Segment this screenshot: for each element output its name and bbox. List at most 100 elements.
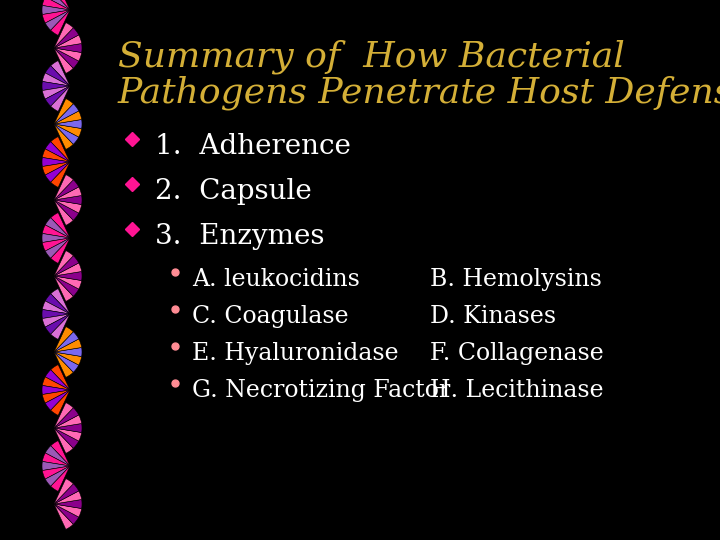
Wedge shape: [50, 213, 70, 238]
Wedge shape: [54, 104, 78, 124]
Text: 3.  Enzymes: 3. Enzymes: [155, 223, 325, 250]
Wedge shape: [54, 339, 81, 352]
Wedge shape: [45, 10, 70, 30]
Wedge shape: [54, 272, 82, 280]
Wedge shape: [42, 158, 70, 166]
Text: E. Hyaluronidase: E. Hyaluronidase: [192, 342, 399, 365]
Wedge shape: [45, 466, 70, 487]
Wedge shape: [42, 5, 70, 15]
Wedge shape: [42, 10, 70, 23]
Wedge shape: [45, 86, 70, 106]
Wedge shape: [54, 28, 78, 48]
Wedge shape: [54, 415, 81, 428]
Wedge shape: [54, 352, 78, 372]
Wedge shape: [54, 504, 81, 517]
Wedge shape: [50, 288, 70, 314]
Wedge shape: [50, 238, 70, 264]
Wedge shape: [54, 256, 78, 276]
Wedge shape: [45, 141, 70, 162]
Wedge shape: [42, 301, 70, 314]
Wedge shape: [54, 352, 73, 377]
Wedge shape: [45, 390, 70, 410]
Wedge shape: [45, 218, 70, 238]
Wedge shape: [42, 314, 70, 327]
Wedge shape: [50, 162, 70, 187]
Wedge shape: [45, 162, 70, 183]
Wedge shape: [54, 174, 73, 200]
Wedge shape: [54, 428, 81, 441]
Wedge shape: [42, 73, 70, 86]
Wedge shape: [54, 484, 78, 504]
Text: D. Kinases: D. Kinases: [430, 305, 556, 328]
Wedge shape: [42, 309, 70, 319]
Wedge shape: [54, 428, 73, 454]
Wedge shape: [54, 504, 78, 524]
Wedge shape: [45, 370, 70, 390]
Text: B. Hemolysins: B. Hemolysins: [430, 268, 602, 291]
Wedge shape: [42, 225, 70, 238]
Wedge shape: [50, 60, 70, 86]
Wedge shape: [45, 66, 70, 86]
Wedge shape: [54, 124, 81, 137]
Wedge shape: [54, 347, 82, 356]
Wedge shape: [45, 294, 70, 314]
Wedge shape: [42, 466, 70, 479]
Wedge shape: [50, 466, 70, 491]
Wedge shape: [42, 233, 70, 242]
Wedge shape: [42, 377, 70, 390]
Wedge shape: [54, 180, 78, 200]
Wedge shape: [54, 48, 81, 61]
Wedge shape: [45, 446, 70, 466]
Text: 2.  Capsule: 2. Capsule: [155, 178, 312, 205]
Wedge shape: [42, 453, 70, 466]
Text: H. Lecithinase: H. Lecithinase: [430, 379, 603, 402]
Wedge shape: [50, 441, 70, 466]
Wedge shape: [54, 111, 81, 124]
Wedge shape: [50, 137, 70, 162]
Wedge shape: [42, 149, 70, 162]
Wedge shape: [54, 428, 78, 448]
Wedge shape: [42, 162, 70, 175]
Text: 1.  Adherence: 1. Adherence: [155, 133, 351, 160]
Wedge shape: [42, 86, 70, 99]
Wedge shape: [42, 462, 70, 470]
Text: C. Coagulase: C. Coagulase: [192, 305, 348, 328]
Text: A. leukocidins: A. leukocidins: [192, 268, 360, 291]
Wedge shape: [42, 386, 70, 395]
Wedge shape: [42, 238, 70, 251]
Text: Pathogens Penetrate Host Defenses: Pathogens Penetrate Host Defenses: [118, 75, 720, 110]
Wedge shape: [54, 99, 73, 124]
Wedge shape: [50, 10, 70, 36]
Wedge shape: [42, 390, 70, 403]
Wedge shape: [54, 124, 78, 144]
Wedge shape: [54, 195, 82, 205]
Wedge shape: [54, 276, 81, 289]
Wedge shape: [54, 23, 73, 48]
Wedge shape: [50, 390, 70, 415]
Wedge shape: [50, 314, 70, 339]
Wedge shape: [54, 251, 73, 276]
Wedge shape: [54, 263, 81, 276]
Wedge shape: [54, 48, 78, 68]
Wedge shape: [54, 119, 82, 129]
Wedge shape: [45, 0, 70, 10]
Wedge shape: [54, 200, 78, 220]
Wedge shape: [45, 238, 70, 258]
Wedge shape: [54, 276, 78, 296]
Wedge shape: [54, 48, 73, 73]
Wedge shape: [42, 82, 70, 91]
Wedge shape: [54, 327, 73, 352]
Wedge shape: [50, 0, 70, 10]
Wedge shape: [54, 408, 78, 428]
Wedge shape: [54, 187, 81, 200]
Wedge shape: [54, 332, 78, 352]
Wedge shape: [42, 0, 70, 10]
Wedge shape: [50, 364, 70, 390]
Wedge shape: [54, 44, 82, 52]
Wedge shape: [54, 200, 73, 225]
Wedge shape: [54, 478, 73, 504]
Wedge shape: [54, 352, 81, 365]
Wedge shape: [54, 491, 81, 504]
Text: Summary of  How Bacterial: Summary of How Bacterial: [118, 40, 625, 75]
Wedge shape: [54, 200, 81, 213]
